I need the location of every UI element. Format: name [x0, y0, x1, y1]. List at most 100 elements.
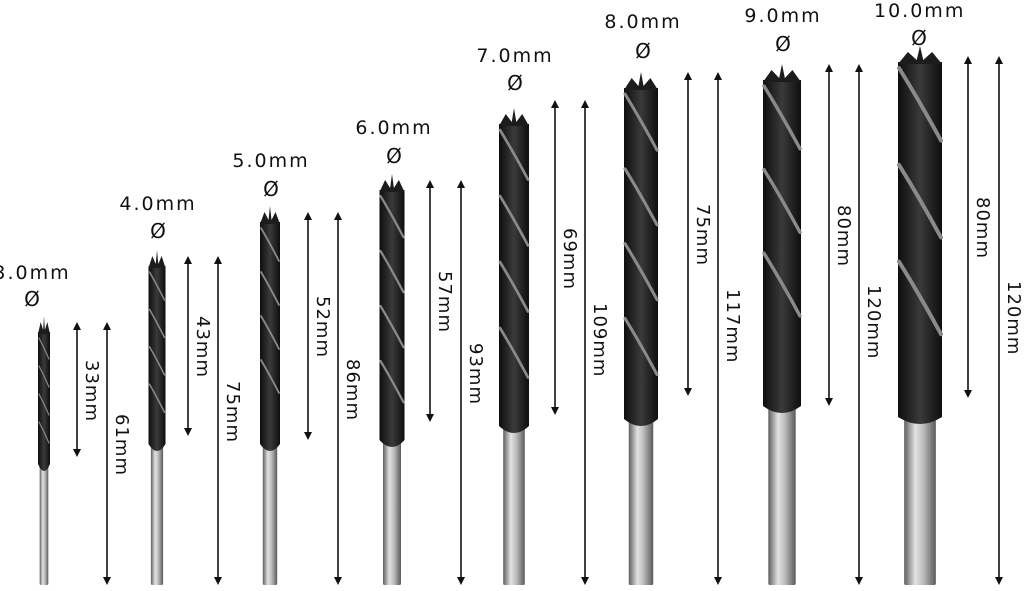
total-length-arrow — [103, 322, 111, 585]
flute-highlight — [498, 326, 530, 379]
total-length-label: 117mm — [722, 288, 743, 363]
drill-bit-shank — [628, 421, 654, 585]
flute-highlight — [260, 359, 280, 394]
drill-bit-flute — [379, 190, 405, 447]
drill-bit-flute — [624, 88, 658, 426]
drill-bit-5 — [498, 108, 530, 585]
flute-highlight — [148, 383, 166, 414]
flute-highlight — [38, 421, 50, 444]
diameter-symbol: Ø — [775, 32, 791, 56]
drill-bit-tip — [624, 72, 658, 90]
total-length-arrow — [995, 56, 1003, 585]
flute-length-arrow — [684, 72, 692, 396]
total-length-label: 75mm — [222, 380, 243, 443]
flute-highlight — [498, 194, 530, 247]
flute-highlight — [379, 304, 405, 349]
total-length-arrow — [581, 100, 589, 585]
drill-bit-shank — [904, 419, 936, 585]
drill-bit-tip — [379, 174, 405, 192]
flute-length-label: 43mm — [192, 316, 213, 378]
flute-highlight — [762, 84, 802, 151]
diameter-symbol: Ø — [263, 177, 279, 201]
drill-bit-shank — [39, 466, 49, 585]
flute-highlight — [498, 260, 530, 313]
drill-bit-flute — [38, 332, 50, 471]
total-length-arrow — [714, 72, 722, 585]
flute-length-arrow — [426, 180, 434, 422]
diameter-label: 6.0mm — [355, 117, 433, 139]
flute-length-label: 57mm — [434, 271, 455, 333]
flute-highlight — [623, 316, 659, 377]
flute-highlight — [498, 128, 530, 181]
drill-bit-shank — [503, 428, 525, 585]
flute-highlight — [148, 346, 166, 376]
drill-bit-flute — [499, 124, 529, 433]
drill-bit-3 — [260, 206, 280, 585]
drill-bit-tip — [260, 206, 280, 224]
drill-bit-1 — [38, 316, 50, 585]
flute-highlight — [897, 162, 943, 240]
drill-bit-tip — [148, 250, 166, 268]
total-length-label: 120mm — [863, 284, 884, 359]
drill-bit-shank — [768, 408, 796, 585]
flute-length-label: 75mm — [692, 204, 713, 266]
flute-highlight — [148, 271, 166, 301]
total-length-arrow — [855, 64, 863, 585]
flute-highlight — [148, 308, 166, 339]
flute-highlight — [260, 315, 280, 350]
flute-highlight — [379, 194, 405, 239]
diameter-symbol: Ø — [635, 39, 651, 63]
total-length-arrow — [457, 180, 465, 585]
drill-bit-shank — [150, 446, 164, 585]
total-length-label: 61mm — [111, 413, 132, 476]
total-length-label: 120mm — [1003, 280, 1024, 355]
flute-length-arrow — [73, 322, 81, 457]
flute-length-arrow — [551, 100, 559, 415]
diameter-symbol: Ø — [386, 144, 402, 168]
flute-highlight — [623, 167, 659, 227]
drill-bit-flute — [763, 80, 801, 413]
flute-highlight — [623, 92, 659, 152]
diameter-label: 3.0mm — [0, 262, 71, 284]
drill-bit-4 — [379, 174, 405, 585]
flute-length-arrow — [184, 256, 192, 436]
drill-bit-shank — [262, 446, 278, 585]
total-length-label: 109mm — [589, 302, 610, 377]
flute-length-label: 52mm — [312, 296, 333, 358]
drill-bit-8 — [897, 46, 943, 585]
diameter-label: 10.0mm — [874, 0, 966, 22]
diameter-label: 5.0mm — [232, 150, 310, 172]
flute-length-arrow — [825, 64, 833, 406]
flute-highlight — [623, 242, 659, 302]
diameter-symbol: Ø — [24, 287, 40, 311]
flute-highlight — [260, 271, 280, 306]
flute-highlight — [38, 393, 50, 416]
total-length-label: 86mm — [342, 358, 363, 421]
diameter-label: 8.0mm — [604, 11, 682, 33]
diameter-symbol: Ø — [507, 71, 523, 95]
flute-highlight — [762, 251, 802, 318]
flute-highlight — [762, 167, 802, 235]
drill-bit-flute — [898, 62, 942, 424]
drill-bit-tip — [499, 108, 529, 126]
flute-length-label: 80mm — [972, 197, 993, 259]
flute-length-label: 80mm — [833, 205, 854, 267]
flute-highlight — [260, 227, 280, 262]
total-length-arrow — [214, 256, 222, 585]
flute-highlight — [38, 337, 50, 360]
drill-bit-tip — [38, 316, 50, 334]
flute-length-arrow — [964, 56, 972, 398]
total-length-label: 93mm — [465, 342, 486, 405]
total-length-arrow — [334, 212, 342, 585]
flute-highlight — [379, 249, 405, 294]
flute-highlight — [379, 359, 405, 404]
drill-bit-6 — [623, 72, 659, 585]
flute-length-arrow — [304, 212, 312, 440]
drill-bit-shank — [383, 442, 401, 585]
drill-bit-2 — [148, 250, 166, 585]
flute-length-label: 33mm — [81, 359, 102, 422]
flute-highlight — [897, 259, 943, 337]
drill-bit-7 — [762, 64, 802, 585]
